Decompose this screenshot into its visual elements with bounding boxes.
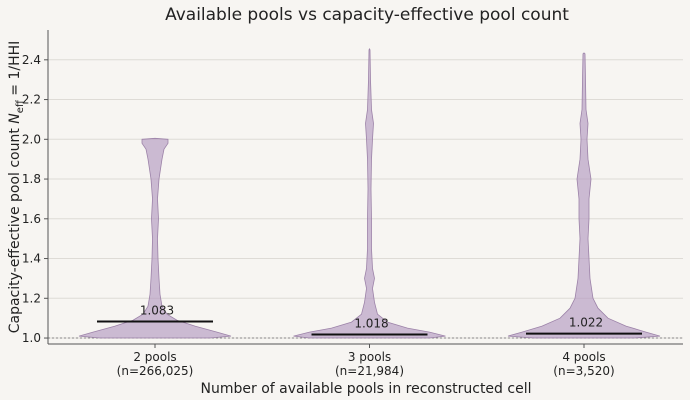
y-axis: 1.0 1.2 1.4 1.6 1.8 2.0 2.2 2.4	[22, 30, 49, 345]
y-tick-label: 2.2	[22, 93, 41, 107]
y-tick-label: 2.4	[22, 53, 41, 67]
y-tick-label: 1.0	[22, 331, 41, 345]
y-tick-label: 1.8	[22, 172, 41, 186]
x-tick-sublabel: (n=21,984)	[335, 364, 404, 378]
x-tick-label: 4 pools	[562, 350, 605, 364]
y-tick-label: 1.6	[22, 212, 41, 226]
y-tick-label: 1.2	[22, 291, 41, 305]
median-label: 1.018	[354, 316, 388, 330]
violin-4-pools	[507, 52, 661, 339]
x-tick-sublabel: (n=266,025)	[117, 364, 194, 378]
x-axis: 2 pools(n=266,025) 3 pools(n=21,984) 4 poo…	[48, 343, 683, 378]
x-tick-label: 3 pools	[348, 350, 391, 364]
y-axis-label: Capacity-effective pool count Neff = 1/H…	[7, 41, 26, 334]
violins: 1.083 1.018 1.022	[78, 48, 661, 339]
x-tick-label: 2 pools	[133, 350, 176, 364]
median-label: 1.022	[569, 316, 603, 330]
median-label: 1.083	[140, 304, 174, 318]
violin-2-pools	[78, 137, 232, 339]
x-axis-label: Number of available pools in reconstruct…	[201, 381, 532, 397]
chart-title: Available pools vs capacity-effective po…	[165, 5, 569, 25]
y-tick-label: 1.4	[22, 252, 41, 266]
y-tick-label: 2.0	[22, 132, 41, 146]
x-tick-sublabel: (n=3,520)	[553, 364, 614, 378]
violin-3-pools	[293, 48, 446, 339]
